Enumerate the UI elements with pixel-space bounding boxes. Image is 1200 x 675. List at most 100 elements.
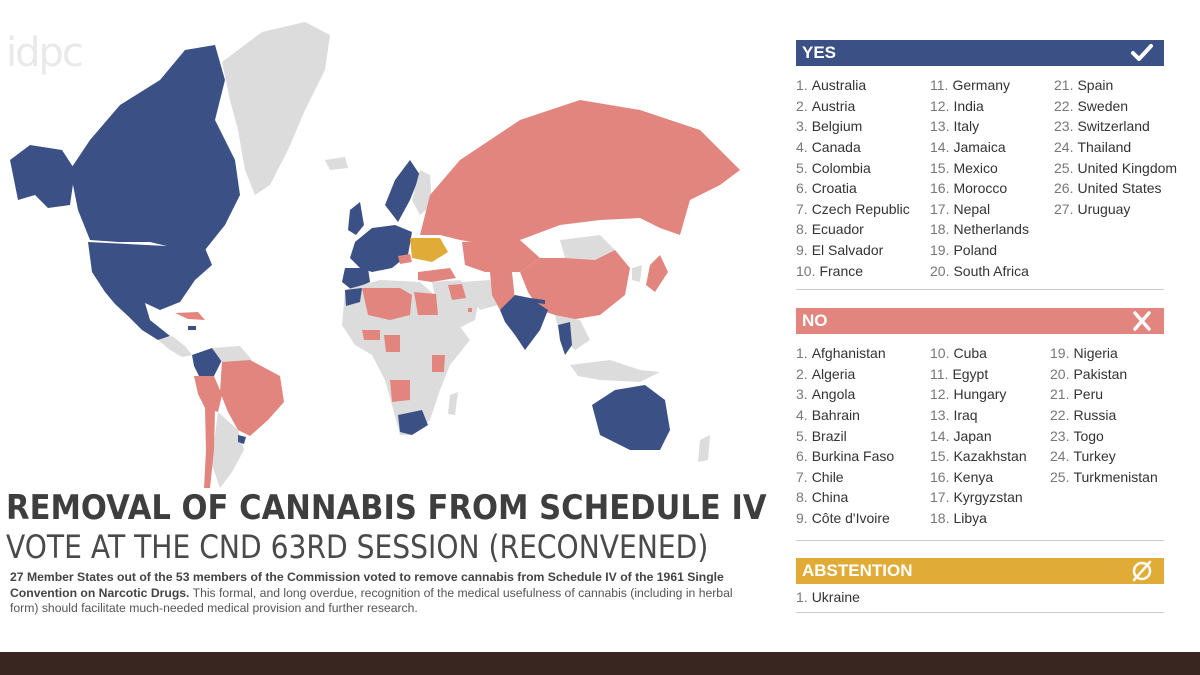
country-item: 10. France [796,260,930,281]
country-number: 2. [796,97,808,114]
country-number: 15. [930,448,950,465]
description-bold: 27 Member States out of the 53 members o… [10,570,724,600]
country-item: 16. Morocco [930,178,1054,199]
country-name: Pakistan [1073,365,1128,382]
country-number: 7. [796,468,808,485]
country-name: Chile [811,468,844,485]
country-name: Angola [811,386,856,403]
country-number: 20. [930,262,950,279]
country-number: 17. [930,200,950,217]
description: 27 Member States out of the 53 members o… [10,570,750,617]
country-number: 8. [796,489,808,506]
hungary [398,254,412,264]
country-item: 7. Czech Republic [796,199,930,220]
country-item: 25. United Kingdom [1054,157,1194,178]
colombia [192,348,222,378]
country-number: 4. [796,407,808,424]
country-name: Ecuador [811,221,864,238]
country-item: 15. Kazakhstan [930,446,1050,467]
country-item: 9. El Salvador [796,240,930,261]
kazakhstan [462,240,540,272]
country-name: France [819,262,864,279]
country-number: 3. [796,118,808,135]
iran [462,280,498,310]
country-number: 8. [796,221,808,238]
country-item: 9. Côte d'Ivoire [796,508,930,529]
footer-bar [0,652,1200,675]
description-rest: This formal, and long overdue, recogniti… [10,585,733,616]
country-name: Canada [811,139,861,156]
finland [412,170,432,215]
country-number: 24. [1054,139,1074,156]
country-name: Egypt [952,365,989,382]
country-name: Jamaica [953,139,1006,156]
country-name: China [811,489,849,506]
mexico [105,292,170,340]
map-subtitle: VOTE AT THE CND 63RD SESSION (RECONVENED… [6,528,709,566]
country-number: 13. [930,407,950,424]
argentina [212,412,244,488]
country-name: Burkina Faso [811,448,895,465]
india [500,295,548,350]
country-name: Russia [1073,407,1117,424]
country-name: Belgium [811,118,863,135]
yes-header: YES [796,40,1164,66]
burkina-faso [362,330,380,340]
country-number: 6. [796,180,808,197]
country-name: United Kingdom [1077,159,1178,176]
country-number: 27. [1054,200,1074,217]
country-item: 1. Ukraine [796,589,1164,605]
country-number: 3. [796,386,808,403]
bahrain [468,308,472,312]
country-item: 23. Switzerland [1054,116,1194,137]
nepal [530,298,545,304]
country-item: 19. Poland [930,240,1054,261]
country-item: 19. Nigeria [1050,343,1180,364]
country-number: 24. [1050,448,1070,465]
country-item: 7. Chile [796,467,930,488]
country-item: 6. Burkina Faso [796,446,930,467]
country-number: 1. [796,589,808,605]
alaska [10,145,75,208]
country-name: Hungary [953,386,1007,403]
russia [420,100,740,245]
country-name: El Salvador [811,242,884,259]
world-map [10,22,740,488]
country-number: 16. [930,468,950,485]
country-name: Switzerland [1077,118,1150,135]
africa [342,280,470,435]
country-name: Turkey [1073,448,1116,465]
abstention-label: ABSTENTION [802,561,913,580]
country-number: 26. [1054,180,1074,197]
australia [592,385,670,450]
egypt [414,292,438,315]
china [520,250,630,320]
country-name: Colombia [811,159,871,176]
country-item: 8. Ecuador [796,219,930,240]
country-name: Nepal [953,200,991,217]
united-kingdom [348,202,364,235]
no-header: NO [796,308,1164,334]
japan [646,255,668,292]
country-item: 4. Canada [796,137,930,158]
country-name: India [953,97,984,114]
country-name: Spain [1077,77,1114,94]
country-name: South Africa [953,262,1029,279]
country-name: Turkmenistan [1073,468,1158,485]
country-item: 4. Bahrain [796,405,930,426]
country-name: Germany [952,77,1011,94]
country-number: 19. [930,242,950,259]
indonesia [570,360,660,382]
country-name: Brazil [811,427,847,444]
country-item: 13. Iraq [930,405,1050,426]
country-name: Poland [953,242,998,259]
country-item: 22. Sweden [1054,96,1194,117]
country-name: Kyrgyzstan [953,489,1023,506]
map-title: REMOVAL OF CANNABIS FROM SCHEDULE IV [6,488,767,528]
country-item: 5. Brazil [796,425,930,446]
country-name: Nigeria [1073,345,1118,362]
country-number: 14. [930,427,950,444]
ukraine [410,238,448,262]
madagascar [448,392,458,415]
country-name: Libya [953,510,987,527]
